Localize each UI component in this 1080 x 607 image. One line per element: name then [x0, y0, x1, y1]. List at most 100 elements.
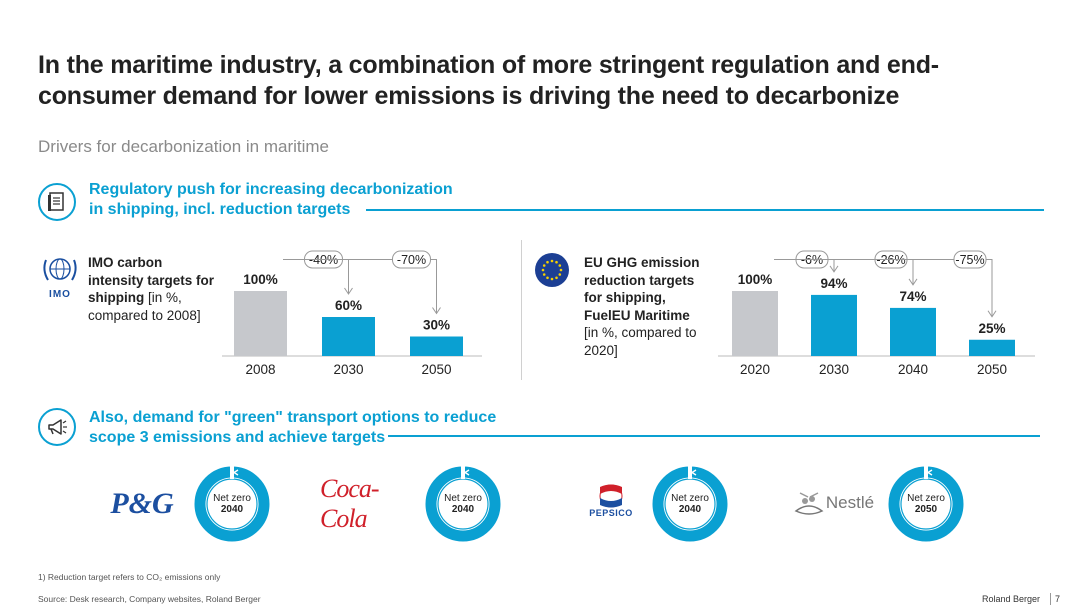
- net-zero-ring: Net zero 2040: [194, 466, 270, 542]
- bar-2020: [732, 291, 778, 356]
- chart-divider: [521, 240, 522, 380]
- category-tick-label: 2030: [819, 362, 849, 377]
- pg-logo-text: P&G: [110, 487, 174, 520]
- footnote: 1) Reduction target refers to CO₂ emissi…: [38, 572, 221, 582]
- change-arrowhead: [908, 278, 918, 286]
- bar-value-label: 25%: [978, 321, 1005, 336]
- page-number: 7: [1054, 594, 1060, 604]
- bar-value-label: 100%: [243, 272, 278, 287]
- ring-gap: [230, 466, 234, 479]
- section-divider: [366, 209, 1044, 211]
- bar-2040: [890, 307, 936, 356]
- category-tick-label: 2030: [333, 362, 363, 377]
- net-zero-text: Net zero 2040: [652, 493, 728, 515]
- eu-stars-icon: [541, 259, 563, 281]
- net-zero-ring: Net zero 2040: [652, 466, 728, 542]
- brand-name: Roland Berger: [981, 594, 1040, 604]
- net-zero-ring-graphic: [425, 466, 501, 542]
- imo-desc-bold: IMO carbon intensity targets for shippin…: [88, 255, 215, 305]
- net-zero-year: 2040: [451, 504, 475, 515]
- change-arrow-line: [342, 259, 349, 293]
- page-title: In the maritime industry, a combination …: [38, 51, 939, 110]
- category-tick-label: 2020: [740, 362, 770, 377]
- nestle-logo: Nestlé: [788, 486, 880, 520]
- ring-gap: [688, 466, 692, 479]
- bar-value-label: 94%: [820, 276, 847, 291]
- ring-arrow-icon: [926, 469, 933, 476]
- nest-birds-icon: [794, 492, 824, 515]
- source-note: Source: Desk research, Company websites,…: [38, 594, 261, 604]
- bar-2030: [811, 294, 857, 356]
- section-regulatory-title-line1: Regulatory push for increasing decarboni…: [89, 181, 453, 198]
- net-zero-text: Net zero 2050: [888, 493, 964, 515]
- net-zero-label: Net zero: [671, 493, 709, 504]
- ring-gap: [461, 466, 465, 479]
- bar-value-label: 74%: [899, 289, 926, 304]
- section-demand-title-line1: Also, demand for "green" transport optio…: [89, 409, 497, 426]
- net-zero-ring-graphic: [194, 466, 270, 542]
- eu-desc-bold: EU GHG emission reduction targets for sh…: [584, 255, 700, 323]
- net-zero-year: 2040: [678, 504, 702, 515]
- net-zero-ring-graphic: [888, 466, 964, 542]
- bar-value-label: 30%: [423, 318, 450, 333]
- change-label: -75%: [955, 253, 984, 267]
- imo-logo-text: IMO: [49, 289, 71, 300]
- net-zero-label: Net zero: [907, 493, 945, 504]
- category-tick-label: 2040: [898, 362, 928, 377]
- change-arrow-line: [430, 259, 437, 313]
- bar-2050: [410, 336, 463, 356]
- net-zero-label: Net zero: [444, 493, 482, 504]
- document-icon: [38, 183, 76, 221]
- imo-chart-description: IMO carbon intensity targets for shippin…: [88, 254, 218, 324]
- net-zero-year: 2040: [220, 504, 244, 515]
- pepsico-logo-text: PEPSICO: [589, 508, 633, 518]
- page-subtitle: Drivers for decarbonization in maritime: [38, 137, 329, 156]
- bar-2030: [322, 317, 375, 356]
- change-label: -70%: [397, 253, 426, 267]
- net-zero-label: Net zero: [213, 493, 251, 504]
- eu-flag-logo: [535, 253, 569, 287]
- change-arrowhead: [432, 307, 441, 315]
- nestle-logo-text: Nestlé: [825, 493, 875, 512]
- category-tick-label: 2050: [421, 362, 451, 377]
- net-zero-ring: Net zero 2050: [888, 466, 964, 542]
- pepsi-globe-icon: [599, 484, 623, 508]
- net-zero-text: Net zero 2040: [425, 493, 501, 515]
- megaphone-icon: [38, 408, 76, 446]
- bar-2008: [234, 291, 287, 356]
- ring-arrow-icon: [690, 469, 697, 476]
- section-demand-title-line2: scope 3 emissions and achieve targets: [89, 429, 386, 446]
- change-arrow-line: [828, 259, 835, 271]
- section-divider-2: [388, 435, 1040, 437]
- net-zero-ring: Net zero 2040: [425, 466, 501, 542]
- net-zero-ring-graphic: [652, 466, 728, 542]
- bar-value-label: 100%: [738, 272, 773, 287]
- bar-value-label: 60%: [335, 298, 362, 313]
- bar-2050: [969, 339, 1015, 356]
- coca-cola-logo-text: Coca-Cola: [320, 474, 380, 533]
- coca-cola-logo: Coca-Cola: [320, 474, 420, 533]
- eu-desc-rest: [in %, compared to 2020]: [584, 325, 697, 358]
- imo-desc-rest: [in %, compared to 2008]: [88, 290, 201, 323]
- eu-chart-description: EU GHG emission reduction targets for sh…: [584, 254, 704, 359]
- change-arrowhead: [829, 265, 839, 273]
- ring-arrow-icon: [463, 469, 470, 476]
- net-zero-year: 2050: [914, 504, 938, 515]
- section-regulatory-title-line2: in shipping, incl. reduction targets: [89, 201, 351, 218]
- imo-logo: IMO: [38, 252, 82, 302]
- category-tick-label: 2008: [245, 362, 275, 377]
- category-tick-label: 2050: [977, 362, 1007, 377]
- change-arrowhead: [987, 310, 997, 318]
- globe-wreath-icon: [43, 258, 77, 281]
- change-arrowhead: [344, 287, 353, 295]
- pepsico-logo: PEPSICO: [580, 484, 642, 524]
- section-demand-title: Also, demand for "green" transport optio…: [89, 408, 496, 448]
- pg-logo: P&G: [108, 484, 176, 524]
- section-regulatory-title: Regulatory push for increasing decarboni…: [89, 180, 453, 220]
- footer-separator: [1050, 593, 1051, 605]
- change-arrow-line: [986, 259, 993, 316]
- net-zero-text: Net zero 2040: [194, 493, 270, 515]
- ring-arrow-icon: [232, 469, 239, 476]
